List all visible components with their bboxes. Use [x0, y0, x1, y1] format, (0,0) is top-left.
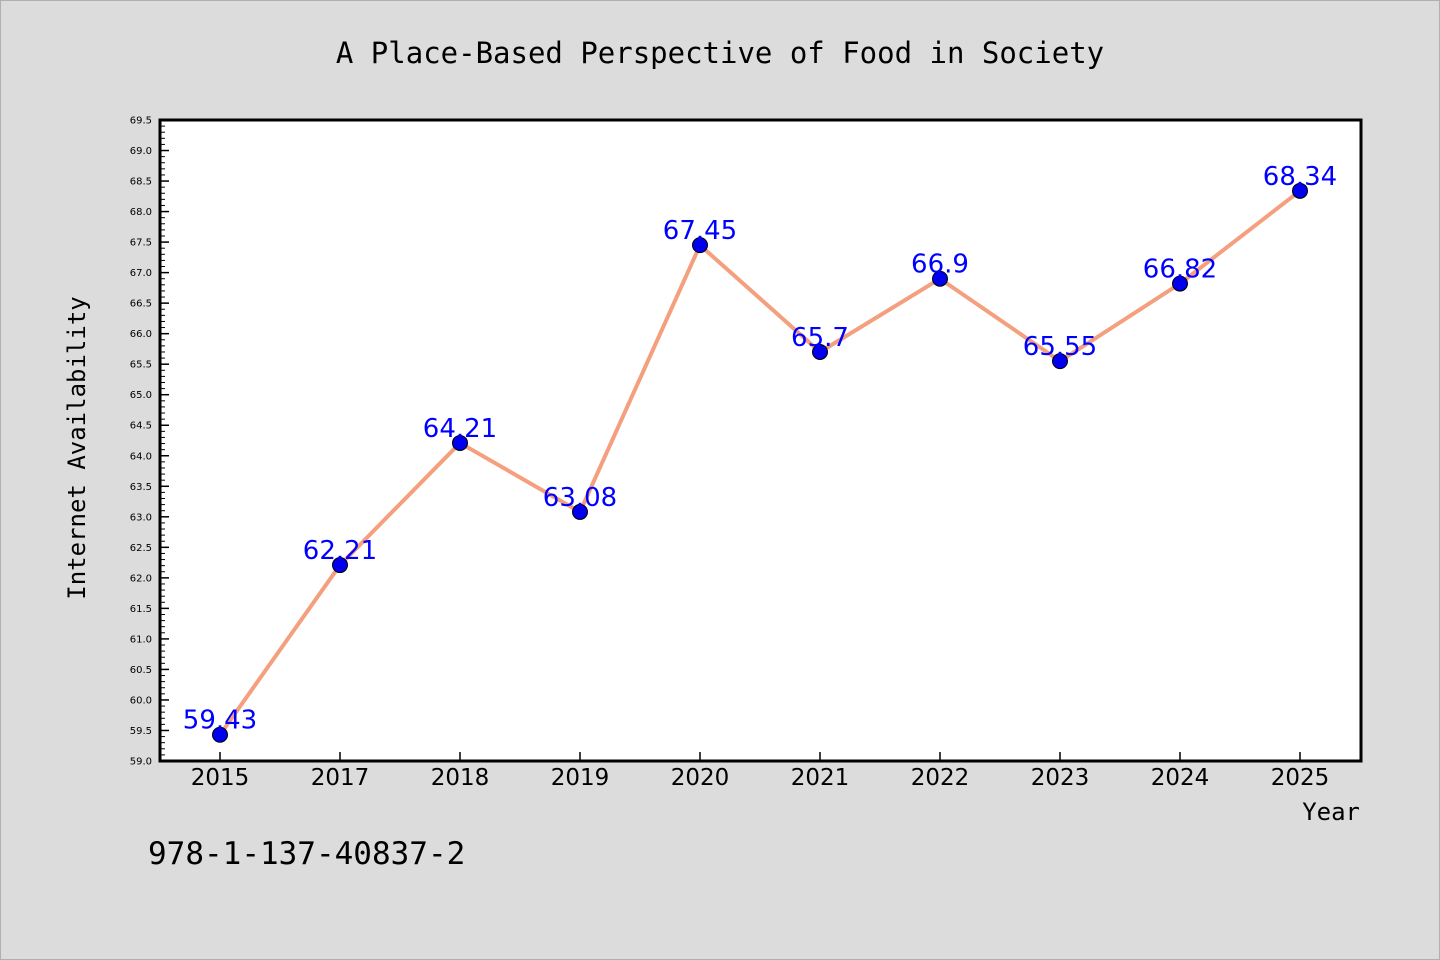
- data-label: 65.55: [1023, 332, 1097, 362]
- data-label: 64.21: [423, 414, 497, 444]
- data-label: 65.7: [791, 323, 849, 353]
- y-tick-label: 64.0: [130, 451, 152, 462]
- y-tick-label: 67.5: [130, 238, 152, 249]
- y-tick-label: 68.0: [130, 207, 152, 218]
- x-tick-label: 2022: [911, 765, 970, 791]
- x-tick-label: 2020: [671, 765, 730, 791]
- y-axis-label: Internet Availability: [63, 296, 91, 599]
- y-tick-label: 68.5: [130, 177, 152, 188]
- data-point: [812, 343, 828, 360]
- data-label: 66.9: [911, 250, 969, 280]
- x-tick-label: 2019: [551, 765, 610, 791]
- y-tick-label: 66.0: [130, 329, 152, 340]
- data-labels: 59.43 62.21 64.21 63.08 67.45 65.7 66.9 65.55 66…: [183, 162, 1337, 736]
- x-tick-label: 2018: [431, 765, 490, 791]
- x-tick-label: 2017: [311, 765, 370, 791]
- data-point: [1292, 182, 1308, 199]
- x-axis-ticks: 2015 2017 2018 2019 2020 2021 2022 2023 2024 2025: [191, 752, 1330, 791]
- data-label: 67.45: [663, 216, 737, 246]
- y-tick-label: 69.0: [130, 146, 152, 157]
- y-tick-label: 61.0: [130, 634, 152, 645]
- data-label: 66.82: [1143, 255, 1217, 285]
- y-tick-label: 59.5: [130, 726, 152, 737]
- data-label: 63.08: [543, 483, 617, 513]
- isbn-annotation: 978-1-137-40837-2: [148, 836, 465, 872]
- x-axis-label: Year: [1302, 798, 1360, 826]
- y-tick-label: 66.5: [130, 299, 152, 310]
- data-points: [212, 182, 1308, 743]
- chart-title: A Place-Based Perspective of Food in Soc…: [336, 36, 1104, 70]
- plot-border: [158, 118, 1363, 763]
- y-tick-label: 67.0: [130, 268, 152, 279]
- y-tick-label: 65.0: [130, 390, 152, 401]
- data-point: [572, 503, 588, 520]
- y-tick-label: 60.5: [130, 665, 152, 676]
- data-point: [932, 270, 948, 287]
- y-tick-label: 69.5: [130, 116, 152, 127]
- data-label: 68.34: [1263, 162, 1337, 192]
- x-tick-label: 2025: [1271, 765, 1330, 791]
- y-tick-label: 63.5: [130, 482, 152, 493]
- x-tick-label: 2023: [1031, 765, 1090, 791]
- data-point: [452, 434, 468, 451]
- data-point: [212, 726, 228, 743]
- y-tick-label: 59.0: [130, 757, 152, 768]
- data-label: 62.21: [303, 536, 377, 566]
- y-tick-label: 65.5: [130, 360, 152, 371]
- data-label: 59.43: [183, 706, 257, 736]
- y-tick-label: 63.0: [130, 512, 152, 523]
- data-point: [332, 557, 348, 574]
- y-tick-label: 62.5: [130, 543, 152, 554]
- data-point: [692, 237, 708, 254]
- x-tick-label: 2021: [791, 765, 850, 791]
- data-point: [1052, 353, 1068, 370]
- plot-area: [160, 120, 1361, 761]
- y-tick-label: 60.0: [130, 695, 152, 706]
- series-line: [218, 188, 1302, 737]
- y-tick-label: 62.0: [130, 573, 152, 584]
- x-tick-label: 2024: [1151, 765, 1210, 791]
- y-tick-label: 61.5: [130, 604, 152, 615]
- x-tick-label: 2015: [191, 765, 250, 791]
- data-point: [1172, 275, 1188, 292]
- y-tick-label: 64.5: [130, 421, 152, 432]
